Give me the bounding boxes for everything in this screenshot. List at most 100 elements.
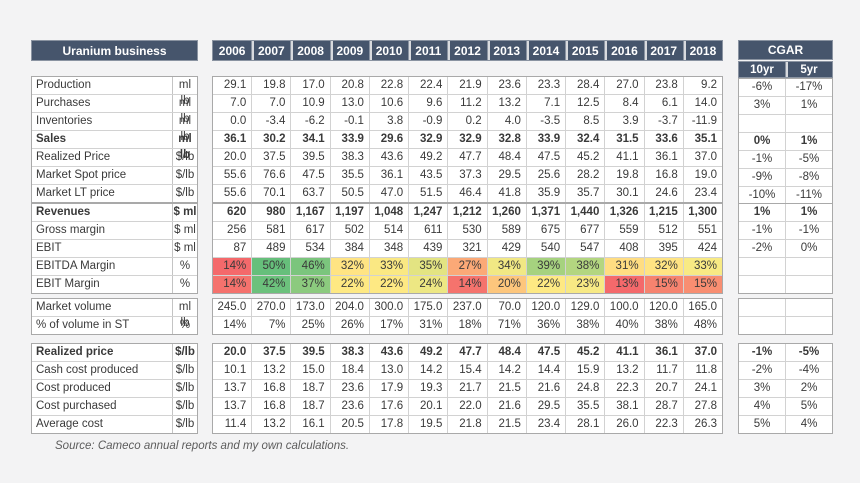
table-row: 13.7 16.8 18.7 23.6 17.9 19.3 21.7 21.5 21.6 24.8… xyxy=(213,380,722,398)
row-label: Sales xyxy=(32,131,173,148)
data-cell: 540 xyxy=(527,240,567,257)
year-cell: 2011 xyxy=(409,40,449,61)
table-row: 14% 42% 37% 22% 22% 24% 14% 20% 22% 23% 13% 15% 15% xyxy=(213,276,723,293)
table-row: Cost produced $/lb xyxy=(32,380,197,398)
cgar-cell xyxy=(786,258,832,275)
cgar-cell: 5% xyxy=(739,416,786,433)
data-cell: 33% xyxy=(683,258,723,275)
row-unit: $/lb xyxy=(175,346,195,358)
table-row: 0.0 -3.4 -6.2 -0.1 3.8 -0.9 0.2 4.0 -3.5 8.5 3.9 -3… xyxy=(213,113,722,131)
cgar-cell: -1% xyxy=(739,344,786,361)
data-cell: 617 xyxy=(291,222,331,239)
table-row: 13.7 16.8 18.7 23.6 17.6 20.1 22.0 21.6 29.5 35.5… xyxy=(213,398,722,416)
data-cell: 36% xyxy=(527,317,567,334)
cgar-cell xyxy=(786,276,832,293)
data-cell: 50% xyxy=(252,258,292,275)
row-label: Production xyxy=(32,77,173,94)
data-cell: 10.6 xyxy=(370,95,410,112)
data-cell: 33.9 xyxy=(331,131,370,148)
table-row: 7.0 7.0 10.9 13.0 10.6 9.6 11.2 13.2 7.1 12.5 8.4 6… xyxy=(213,95,722,113)
table-row: -10% -11% xyxy=(739,187,832,204)
data-cell: 512 xyxy=(645,222,684,239)
table-row: Revenues $ ml xyxy=(32,204,197,222)
cgar-values-table: -6% -17% 3% 1% 0% 1% -1% -5% -9% -8% -10% -11% xyxy=(738,78,833,205)
cgar-values-table: 1% 1% -1% -1% -2% 0% xyxy=(738,203,833,294)
table-row: 256 581 617 502 514 611 530 589 675 677 559 512 551 xyxy=(213,222,722,240)
table-row: -2% -4% xyxy=(739,362,832,380)
data-cell: -6.2 xyxy=(291,113,331,130)
row-unit: % xyxy=(179,319,191,331)
data-cell: 17.0 xyxy=(291,77,331,94)
data-cell: 63.7 xyxy=(291,185,331,202)
data-cell: 24% xyxy=(409,276,449,293)
table-row: 4% 5% xyxy=(739,398,832,416)
data-cell: 55.6 xyxy=(213,185,253,202)
data-cell: 19.0 xyxy=(694,169,718,181)
data-cell: 33.6 xyxy=(645,131,684,148)
row-unit: $/lb xyxy=(175,400,195,412)
table-row: Production ml lb xyxy=(32,77,197,107)
data-cell: -11.9 xyxy=(691,115,718,127)
table-row xyxy=(739,115,832,133)
data-cell: 29.6 xyxy=(370,131,410,148)
data-cell: 1,371 xyxy=(527,204,567,221)
data-cell: 1,440 xyxy=(566,204,606,221)
year-cell: 2012 xyxy=(448,40,488,61)
data-cell: 489 xyxy=(252,240,292,257)
data-cell: 7.0 xyxy=(213,95,253,112)
data-cell: 55.6 xyxy=(213,167,253,184)
data-cell: 22.8 xyxy=(370,77,410,94)
cgar-values-table: -1% -5% -2% -4% 3% 2% 4% 5% 5% 4% xyxy=(738,343,833,434)
data-cell: 19.8 xyxy=(252,77,292,94)
row-unit: % xyxy=(179,278,191,290)
data-cell: 1,260 xyxy=(488,204,527,221)
cgar-cell: 5% xyxy=(800,400,818,412)
data-cell: 38.1 xyxy=(605,398,645,415)
data-cell: -3.4 xyxy=(252,113,292,130)
table-row: 20.0 37.5 39.5 38.3 43.6 49.2 47.7 48.4 47.5 45.2… xyxy=(213,149,722,167)
data-cell: 20.5 xyxy=(331,416,370,433)
data-cell: 19.3 xyxy=(409,380,449,397)
row-unit: ml lb xyxy=(178,79,192,107)
data-cell: 30.2 xyxy=(252,131,292,148)
row-unit: $ ml xyxy=(173,206,197,218)
row-label: Market volume xyxy=(32,299,173,316)
data-cell: 28.7 xyxy=(645,398,684,415)
data-cell: 36.1 xyxy=(370,167,410,184)
data-cell: 581 xyxy=(252,222,292,239)
table-row: % of volume in ST% xyxy=(32,317,197,334)
data-cell: 87 xyxy=(213,240,253,257)
row-label: Purchases xyxy=(32,95,173,112)
cgar-cell xyxy=(739,299,786,316)
data-cell: 7.1 xyxy=(527,95,567,112)
data-cell: 46% xyxy=(291,258,331,275)
data-cell: 41.8 xyxy=(488,185,527,202)
table-row: 5% 4% xyxy=(739,416,832,433)
data-cell: 23.4 xyxy=(694,187,718,199)
table-row: Market Spot price $/lb xyxy=(32,167,197,185)
data-cell: 32.9 xyxy=(448,131,488,148)
data-cell: 11.2 xyxy=(448,95,488,112)
data-cell: 32.9 xyxy=(409,131,449,148)
data-values-table: 620 980 1,167 1,197 1,048 1,247 1,212 1,260 1,37… xyxy=(212,203,723,294)
data-cell: 589 xyxy=(488,222,527,239)
row-label: EBITDA Margin xyxy=(32,258,173,275)
year-cell: 2017 xyxy=(644,40,684,61)
row-unit: $/lb xyxy=(175,187,195,199)
data-cell: 120.0 xyxy=(645,299,684,316)
data-cell: 36.1 xyxy=(645,149,684,166)
data-cell: 3.9 xyxy=(605,113,645,130)
row-unit: ml lb xyxy=(178,133,192,161)
data-cell: 7% xyxy=(252,317,292,334)
data-values-table: 245.0 270.0 173.0 204.0 300.0 175.0 237.0 70.0 1… xyxy=(212,298,723,335)
data-cell: 20.0 xyxy=(213,149,253,166)
data-cell: 165.0 xyxy=(688,301,718,313)
cgar-subheader-cell: 10yr xyxy=(738,61,786,78)
data-cell: 22% xyxy=(526,276,567,293)
cgar-header: CGAR xyxy=(738,40,833,60)
row-unit: $ ml xyxy=(174,224,196,236)
data-cell: 0.0 xyxy=(213,113,253,130)
data-cell: 0.2 xyxy=(448,113,488,130)
data-cell: 48.4 xyxy=(488,149,527,166)
data-cell: 980 xyxy=(252,204,292,221)
